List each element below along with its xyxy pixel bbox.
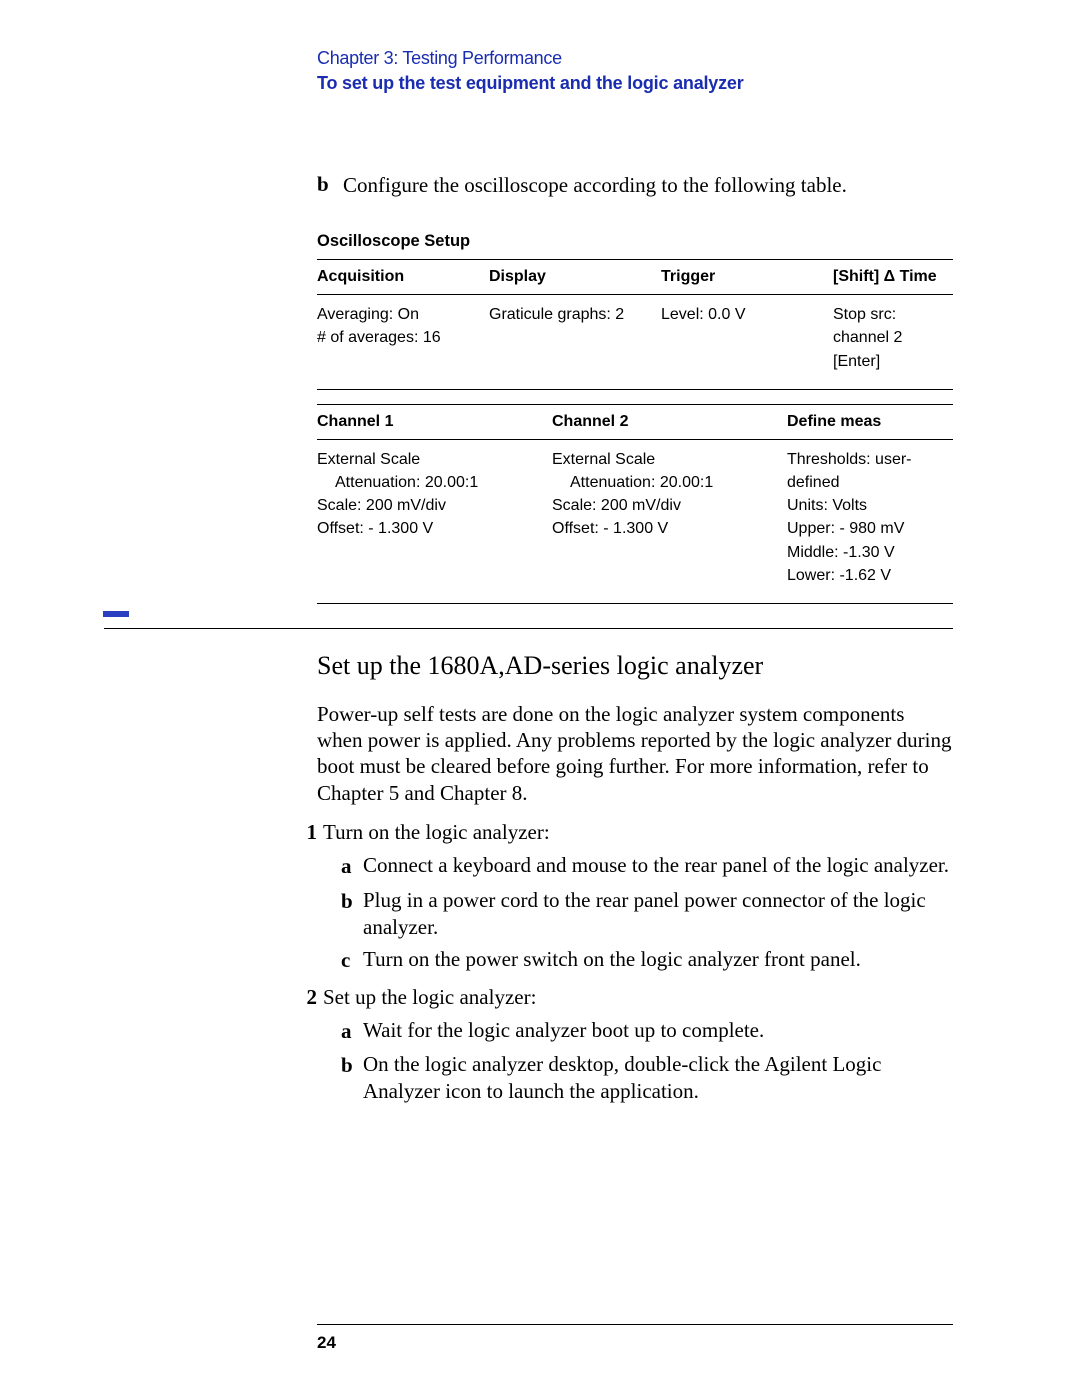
def-l2: Units: Volts (787, 497, 867, 514)
body-column: b Configure the oscilloscope according t… (317, 172, 953, 604)
step-b-letter: b (317, 172, 343, 198)
intro-paragraph: Power-up self tests are done on the logi… (317, 701, 953, 806)
oscilloscope-table-2: Channel 1 Channel 2 Define meas External… (317, 404, 953, 604)
document-page: Chapter 3: Testing Performance To set up… (0, 0, 1080, 1397)
def-l5: Lower: -1.62 V (787, 567, 891, 584)
td-channel1: External Scale Attenuation: 20.00:1 Scal… (317, 439, 552, 603)
acq-line2: # of averages: 16 (317, 329, 441, 346)
td-trigger: Level: 0.0 V (661, 295, 833, 390)
th-display: Display (489, 260, 661, 295)
blue-accent-bar (103, 611, 129, 617)
td-display: Graticule graphs: 2 (489, 295, 661, 390)
td-acquisition: Averaging: On # of averages: 16 (317, 295, 489, 390)
th-trigger: Trigger (661, 260, 833, 295)
ch2-l3: Scale: 200 mV/div (552, 497, 681, 514)
list-item: 1 Turn on the logic analyzer: (317, 818, 953, 846)
def-l4: Middle: -1.30 V (787, 544, 895, 561)
list-marker: a (341, 852, 363, 880)
list-item: 2 Set up the logic analyzer: (317, 983, 953, 1011)
list-text: Turn on the logic analyzer: (323, 818, 550, 846)
chapter-label: Chapter 3: Testing Performance (317, 48, 990, 69)
page-header: Chapter 3: Testing Performance To set up… (317, 48, 990, 94)
list-marker: 2 (295, 983, 317, 1011)
list-item: b Plug in a power cord to the rear panel… (341, 887, 953, 941)
list-marker: b (341, 887, 363, 941)
footer-rule (317, 1324, 953, 1325)
list-text: Set up the logic analyzer: (323, 983, 536, 1011)
section-rule (104, 628, 953, 629)
ch2-l2: Attenuation: 20.00:1 (552, 471, 783, 494)
list-marker: c (341, 946, 363, 974)
step-b: b Configure the oscilloscope according t… (317, 172, 953, 198)
th-acquisition: Acquisition (317, 260, 489, 295)
table-row: Averaging: On # of averages: 16 Graticul… (317, 295, 953, 390)
td-define-meas: Thresholds: user-defined Units: Volts Up… (787, 439, 953, 603)
def-l3: Upper: - 980 mV (787, 520, 904, 537)
oscilloscope-table-1: Acquisition Display Trigger [Shift] Δ Ti… (317, 259, 953, 390)
ch1-l3: Scale: 200 mV/div (317, 497, 446, 514)
td-shift: Stop src: channel 2 [Enter] (833, 295, 953, 390)
list-marker: a (341, 1017, 363, 1045)
step-b-text: Configure the oscilloscope according to … (343, 172, 847, 198)
th-channel2: Channel 2 (552, 404, 787, 439)
list-marker: 1 (295, 818, 317, 846)
list-text: Wait for the logic analyzer boot up to c… (363, 1017, 764, 1045)
def-l1: Thresholds: user-defined (787, 451, 912, 491)
list-item: a Connect a keyboard and mouse to the re… (341, 852, 953, 880)
ch1-l4: Offset: - 1.300 V (317, 520, 433, 537)
table-title: Oscilloscope Setup (317, 232, 953, 251)
list-item: b On the logic analyzer desktop, double-… (341, 1051, 953, 1105)
td-channel2: External Scale Attenuation: 20.00:1 Scal… (552, 439, 787, 603)
numbered-list: 1 Turn on the logic analyzer: a Connect … (317, 818, 953, 1105)
list-marker: b (341, 1051, 363, 1105)
list-text: Plug in a power cord to the rear panel p… (363, 887, 953, 941)
th-shift-time: [Shift] Δ Time (833, 260, 953, 295)
section-heading: Set up the 1680A,AD-series logic analyze… (317, 651, 953, 681)
ch1-l1: External Scale (317, 451, 420, 468)
list-item: a Wait for the logic analyzer boot up to… (341, 1017, 953, 1045)
ch1-l2: Attenuation: 20.00:1 (317, 471, 548, 494)
table-row: Acquisition Display Trigger [Shift] Δ Ti… (317, 260, 953, 295)
th-channel1: Channel 1 (317, 404, 552, 439)
list-item: c Turn on the power switch on the logic … (341, 946, 953, 974)
section-body: Set up the 1680A,AD-series logic analyze… (317, 651, 953, 1105)
ch2-l1: External Scale (552, 451, 655, 468)
table-row: Channel 1 Channel 2 Define meas (317, 404, 953, 439)
list-text: Turn on the power switch on the logic an… (363, 946, 861, 974)
list-text: On the logic analyzer desktop, double-cl… (363, 1051, 953, 1105)
list-text: Connect a keyboard and mouse to the rear… (363, 852, 949, 880)
th-define-meas: Define meas (787, 404, 953, 439)
ch2-l4: Offset: - 1.300 V (552, 520, 668, 537)
acq-line1: Averaging: On (317, 306, 419, 323)
page-number: 24 (317, 1333, 336, 1353)
table-row: External Scale Attenuation: 20.00:1 Scal… (317, 439, 953, 603)
chapter-subtitle: To set up the test equipment and the log… (317, 73, 990, 94)
